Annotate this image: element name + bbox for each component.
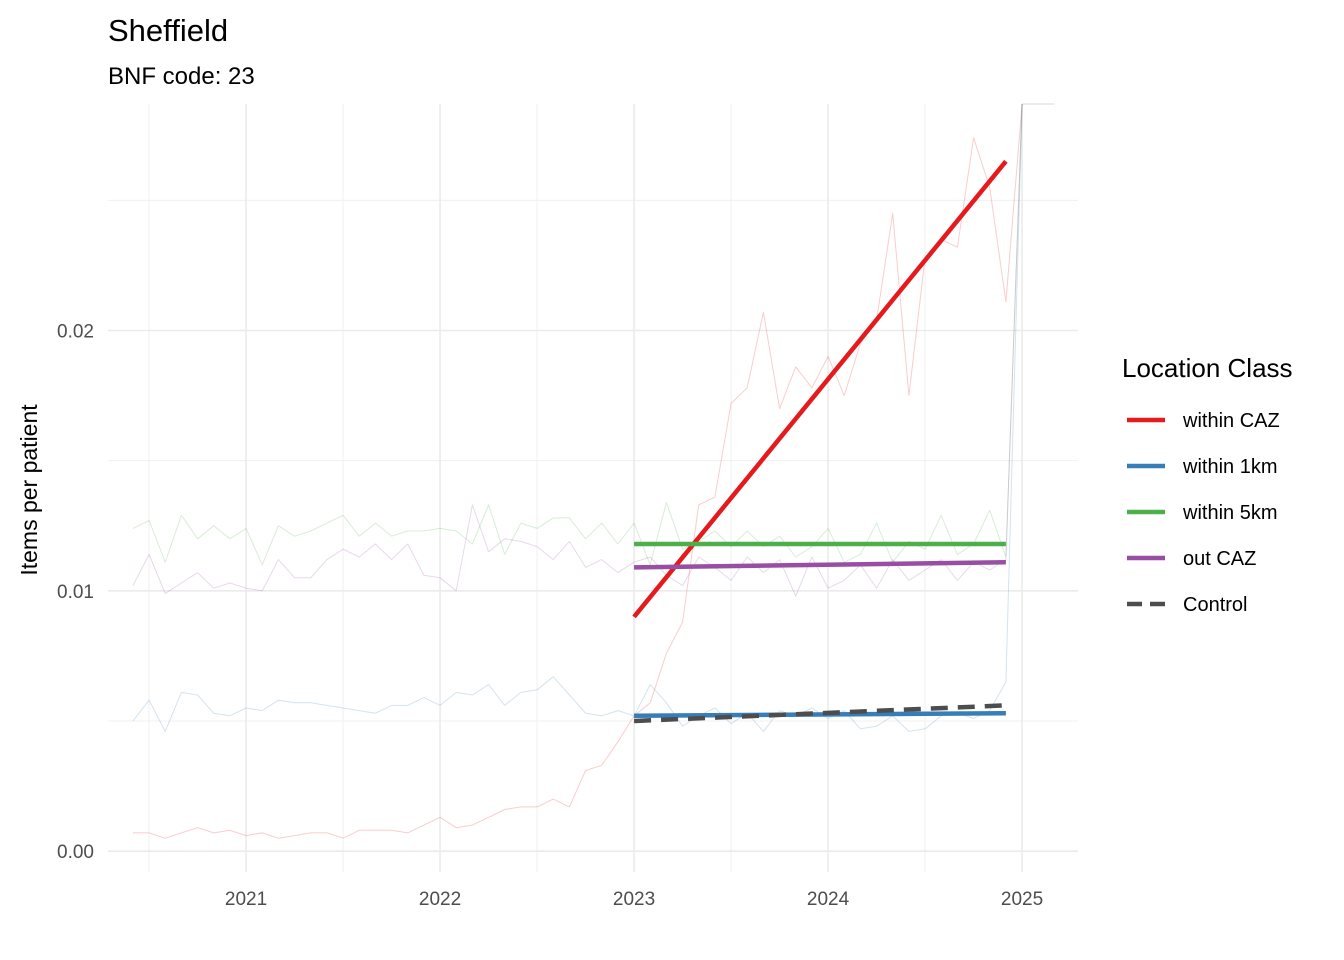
x-tick-label: 2023 (613, 889, 655, 910)
grid-lines (108, 104, 1078, 872)
raw-series-lines (132, 103, 1055, 839)
trend-line (634, 559, 1006, 570)
legend-label: out CAZ (1183, 548, 1256, 570)
trend-line (632, 159, 1008, 619)
y-tick-label: 0.01 (57, 582, 94, 603)
x-tick-label: 2024 (807, 889, 850, 910)
y-tick-label: 0.00 (57, 842, 94, 863)
raw-series-line (132, 103, 1023, 839)
trend-line (634, 710, 1006, 719)
x-tick-label: 2025 (1001, 889, 1043, 910)
raw-series-line (132, 103, 1023, 597)
chart-title: Sheffield (108, 13, 228, 48)
legend-label: within 1km (1182, 456, 1277, 478)
x-tick-label: 2022 (419, 889, 461, 910)
y-axis-label: Items per patient (16, 404, 42, 576)
trend-lines (632, 159, 1008, 724)
legend: Location Class within CAZ within 1km withi… (1122, 353, 1293, 616)
legend-label: within 5km (1182, 502, 1277, 524)
legend-label: Control (1183, 594, 1247, 616)
legend-label: within CAZ (1182, 410, 1280, 432)
trend-line (633, 703, 1006, 724)
raw-series-line (132, 103, 1023, 732)
y-tick-label: 0.02 (57, 321, 94, 342)
axis-labels: 2021 2022 2023 2024 2025 0.00 0.01 0.02 (57, 321, 1043, 910)
legend-title: Location Class (1122, 353, 1293, 383)
x-tick-label: 2021 (225, 889, 267, 910)
chart-subtitle: BNF code: 23 (108, 63, 255, 90)
raw-series-line (132, 103, 1023, 566)
